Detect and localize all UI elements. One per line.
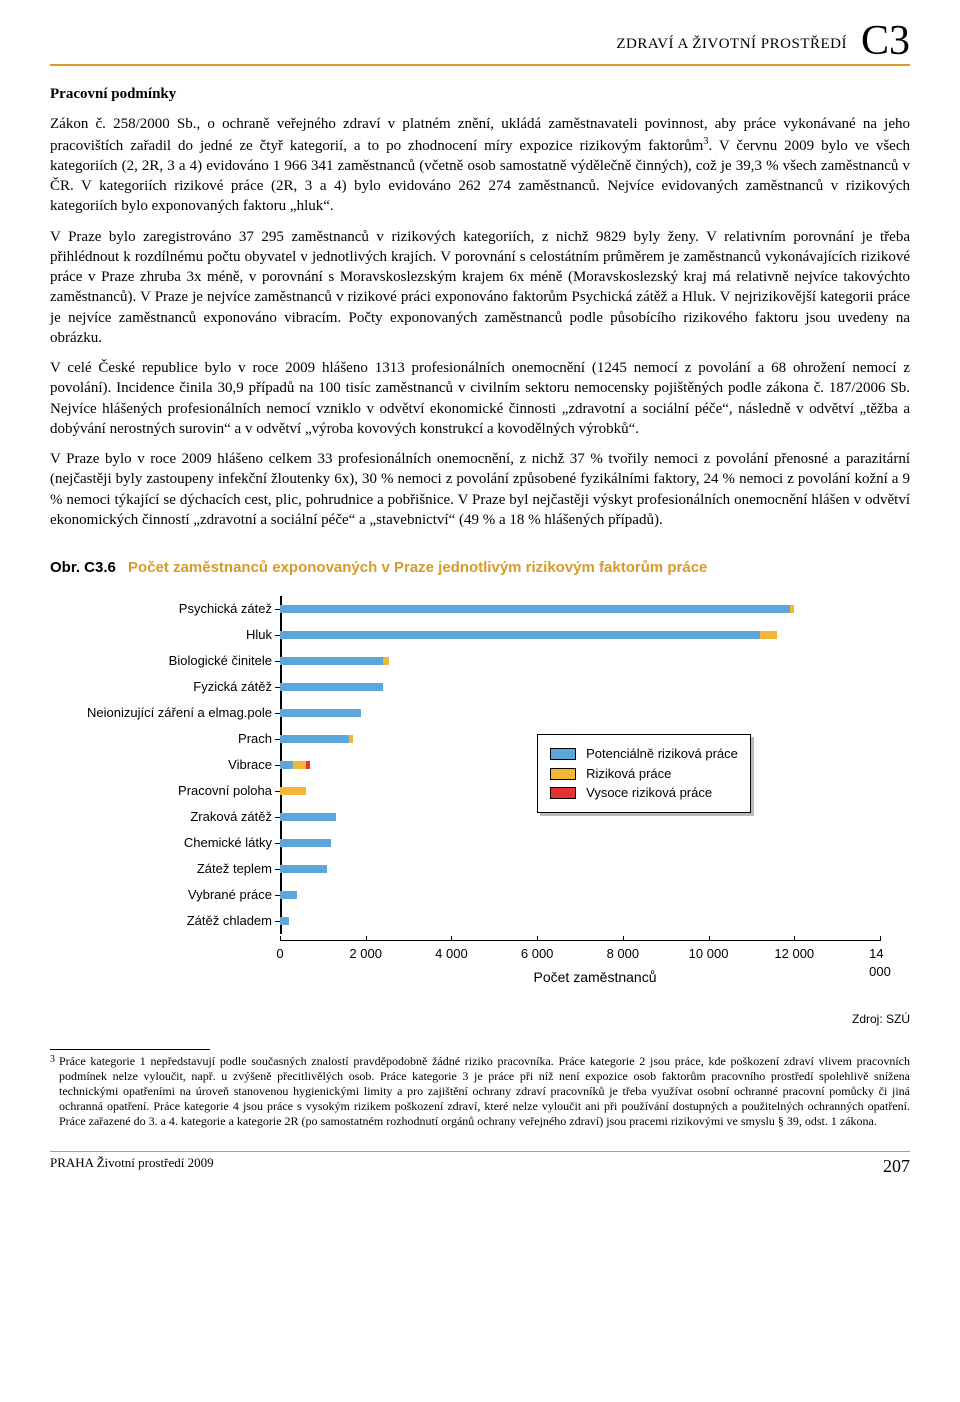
bar-chart: Psychická zátež Hluk Biologické činitele Fy…	[80, 596, 910, 987]
chart-category-label: Prach	[80, 730, 280, 748]
chart-row: Vibrace	[80, 752, 910, 778]
chart-legend: Potenciálně riziková práce Riziková práce…	[537, 734, 751, 813]
chart-category-label: Chemické látky	[80, 834, 280, 852]
footnote: 3 Práce kategorie 1 nepředstavují podle …	[50, 1054, 910, 1129]
chart-category-label: Vybrané práce	[80, 886, 280, 904]
bar-segment	[280, 735, 349, 743]
chart-category-label: Neionizující záření a elmag.pole	[80, 704, 280, 722]
chart-category-label: Zraková zátěž	[80, 808, 280, 826]
bar-segment	[280, 631, 760, 639]
chart-row: Biologické činitele	[80, 648, 910, 674]
bar-segment	[293, 761, 306, 769]
figure-caption: Obr. C3.6 Počet zaměstnanců exponovaných…	[50, 558, 910, 578]
bar-segment	[280, 865, 327, 873]
bar-segment	[306, 761, 310, 769]
bar-segment	[280, 683, 383, 691]
legend-swatch	[550, 768, 576, 780]
figure-source: Zdroj: SZÚ	[50, 1011, 910, 1027]
bar-segment	[790, 605, 794, 613]
legend-label: Riziková práce	[586, 765, 671, 783]
bar-segment	[280, 709, 361, 717]
bar-segment	[280, 761, 293, 769]
bar-segment	[349, 735, 353, 743]
x-tick-label: 0	[276, 945, 283, 963]
paragraph-4: V Praze bylo v roce 2009 hlášeno celkem …	[50, 449, 910, 530]
bar-segment	[280, 917, 289, 925]
chart-row: Fyzická zátěž	[80, 674, 910, 700]
x-tick-label: 8 000	[607, 945, 640, 963]
chart-row: Zraková zátěž	[80, 804, 910, 830]
bar-segment	[383, 657, 389, 665]
footnote-rule	[50, 1049, 210, 1050]
bar-segment	[280, 657, 383, 665]
chart-category-label: Zátež teplem	[80, 860, 280, 878]
bar-segment	[760, 631, 777, 639]
legend-label: Potenciálně riziková práce	[586, 745, 738, 763]
bar-segment	[280, 891, 297, 899]
footnote-number: 3	[50, 1054, 55, 1129]
paragraph-3: V celé České republice bylo v roce 2009 …	[50, 358, 910, 439]
chart-category-label: Hluk	[80, 626, 280, 644]
chart-row: Pracovní poloha	[80, 778, 910, 804]
chart-row: Psychická zátež	[80, 596, 910, 622]
chart-row: Zátěž chladem	[80, 908, 910, 934]
header-title: ZDRAVÍ A ŽIVOTNÍ PROSTŘEDÍ	[616, 34, 847, 62]
figure-number: Obr. C3.6	[50, 559, 116, 576]
x-tick-label: 14 000	[869, 945, 891, 980]
bar-segment	[280, 787, 306, 795]
paragraph-1: Zákon č. 258/2000 Sb., o ochraně veřejné…	[50, 114, 910, 216]
x-tick-label: 4 000	[435, 945, 468, 963]
header-code: C3	[861, 20, 910, 62]
x-tick-label: 2 000	[349, 945, 382, 963]
chart-row: Zátež teplem	[80, 856, 910, 882]
page-number: 207	[883, 1154, 910, 1178]
x-axis-title: Počet zaměstnanců	[280, 968, 910, 987]
legend-label: Vysoce riziková práce	[586, 784, 712, 802]
bar-segment	[280, 839, 331, 847]
chart-category-label: Pracovní poloha	[80, 782, 280, 800]
chart-row: Hluk	[80, 622, 910, 648]
paragraph-2: V Praze bylo zaregistrováno 37 295 zaměs…	[50, 227, 910, 349]
footer-left: PRAHA Životní prostředí 2009	[50, 1154, 214, 1178]
page-header: ZDRAVÍ A ŽIVOTNÍ PROSTŘEDÍ C3	[50, 20, 910, 66]
x-tick-label: 6 000	[521, 945, 554, 963]
chart-category-label: Fyzická zátěž	[80, 678, 280, 696]
chart-category-label: Biologické činitele	[80, 652, 280, 670]
x-tick-label: 10 000	[689, 945, 729, 963]
x-tick-label: 12 000	[774, 945, 814, 963]
section-heading: Pracovní podmínky	[50, 84, 910, 104]
bar-segment	[280, 605, 790, 613]
page-footer: PRAHA Životní prostředí 2009 207	[50, 1151, 910, 1178]
chart-category-label: Zátěž chladem	[80, 912, 280, 930]
legend-swatch	[550, 748, 576, 760]
bar-segment	[280, 813, 336, 821]
chart-row: Vybrané práce	[80, 882, 910, 908]
chart-row: Chemické látky	[80, 830, 910, 856]
legend-swatch	[550, 787, 576, 799]
chart-row: Prach	[80, 726, 910, 752]
footnote-text: Práce kategorie 1 nepředstavují podle so…	[59, 1054, 910, 1129]
chart-category-label: Vibrace	[80, 756, 280, 774]
figure-title: Počet zaměstnanců exponovaných v Praze j…	[128, 559, 707, 576]
chart-category-label: Psychická zátež	[80, 600, 280, 618]
chart-row: Neionizující záření a elmag.pole	[80, 700, 910, 726]
